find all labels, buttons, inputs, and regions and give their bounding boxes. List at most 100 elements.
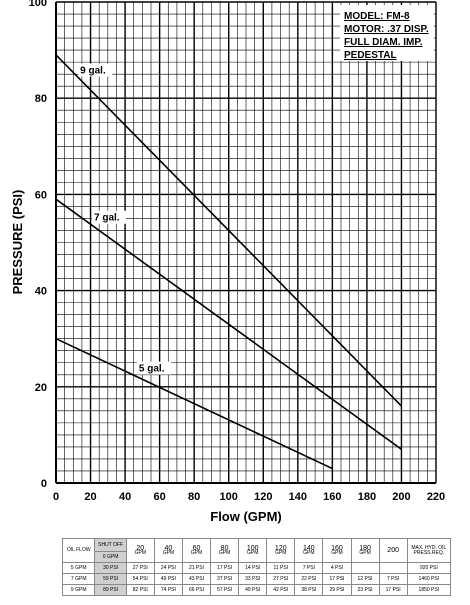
motor-line: MOTOR: .37 DISP. (344, 24, 429, 35)
x-tick-label: 220 (427, 491, 445, 503)
flow-col-header: 140 GPM (294, 538, 324, 563)
chart-grid (55, 1, 437, 484)
shutoff-cell: 89 PSI (94, 584, 127, 596)
flow-col-unit: GPM (359, 549, 371, 556)
table-row: 7 GPM 59 PSI 54 PSI 49 PSI 43 PSI 37 PSI… (61, 573, 452, 585)
series-label: 7 gal. (94, 213, 120, 224)
chart-series: 9 gal. 7 gal. 5 gal. (55, 54, 403, 470)
x-tick-label: 140 (289, 491, 307, 503)
impeller-line: FULL DIAM. IMP. (344, 37, 423, 48)
series-label: 5 gal. (139, 364, 165, 375)
series-line (55, 54, 403, 407)
pressure-cell: 7 PSI (294, 562, 324, 574)
pressure-cell: 27 PSI (125, 562, 155, 574)
flow-col-number: 180 (359, 544, 371, 552)
flow-col-number: 120 (274, 544, 287, 552)
flow-col-header: 40 GPM (153, 538, 183, 563)
pressure-cell: 17 PSI (378, 584, 408, 596)
model-info-box: MODEL: FM-8 MOTOR: .37 DISP. FULL DIAM. … (340, 5, 434, 61)
oil-flow-header: OIL FLOW (61, 538, 96, 563)
flow-col-unit: GPM (134, 549, 146, 556)
max-press-cell: 1460 PSI (406, 573, 452, 585)
x-tick-label: 60 (154, 491, 166, 503)
table-row: 9 GPM 89 PSI 82 PSI 74 PSI 66 PSI 57 PSI… (61, 584, 452, 596)
flow-col-number: 20 (136, 544, 145, 552)
flow-col-header: 80 GPM (210, 538, 240, 563)
y-tick-label: 20 (35, 382, 47, 394)
pressure-cell: 17 PSI (210, 562, 240, 574)
flow-col-number: 200 (387, 547, 399, 554)
series-label: 9 gal. (80, 65, 106, 76)
max-press-cell: 1850 PSI (406, 584, 452, 596)
y-axis-title: PRESSURE (PSI) (10, 190, 25, 295)
shutoff-cell: 30 PSI (94, 562, 127, 574)
mount-line: PEDESTAL (344, 50, 397, 61)
model-line: MODEL: FM-8 (344, 11, 410, 22)
flow-col-number: 160 (331, 544, 343, 552)
x-tick-label: 20 (84, 491, 96, 503)
flow-col-header: 180 GPM (350, 538, 380, 563)
x-tick-label: 0 (53, 491, 59, 503)
flow-col-number: 60 (192, 544, 201, 552)
shutoff-subheader: 0 GPM (94, 551, 127, 563)
y-tick-label: 0 (41, 478, 47, 490)
flow-col-header: 100 GPM (238, 538, 268, 563)
pressure-cell: 14 PSI (238, 562, 268, 574)
pressure-cell: 66 PSI (181, 584, 212, 596)
pressure-cell (378, 562, 408, 574)
flow-col-header: 20 GPM (125, 538, 155, 563)
flow-col-unit: GPM (275, 549, 287, 556)
series-line (55, 198, 402, 450)
flow-col-header: 120 GPM (266, 538, 296, 563)
y-tick-label: 100 (29, 0, 47, 9)
flow-col-header: 60 GPM (181, 538, 212, 563)
oil-flow-cell: 9 GPM (61, 584, 96, 596)
flow-col-unit: GPM (303, 549, 315, 556)
x-tick-label: 200 (392, 491, 410, 503)
x-tick-label: 180 (358, 491, 376, 503)
flow-col-header: 200 (378, 538, 408, 563)
performance-table: OIL FLOW SHUT OFF 20 GPM 40 GPM 60 GPM 80 GP… (61, 538, 452, 596)
pressure-cell: 22 PSI (294, 573, 324, 585)
pressure-cell: 74 PSI (153, 584, 183, 596)
shutoff-cell: 59 PSI (94, 573, 127, 585)
series-label-bg (78, 63, 113, 77)
max-press-header: MAX. HYD. OIL PRESS.REQ. (406, 538, 452, 563)
shutoff-header: SHUT OFF (94, 538, 127, 552)
x-tick-label: 40 (119, 491, 131, 503)
flow-col-number: 100 (246, 544, 259, 552)
pressure-cell: 24 PSI (153, 562, 183, 574)
pressure-cell: 29 PSI (322, 584, 352, 596)
flow-col-unit: GPM (331, 549, 343, 556)
y-tick-label: 80 (35, 93, 47, 105)
flow-col-number: 80 (220, 544, 229, 552)
y-tick-label: 60 (35, 189, 47, 201)
chart-ticks: 0 20 40 60 80 100 120 140 160 180 200 220 0 20 40 60 80 1… (29, 0, 446, 503)
pressure-cell: 27 PSI (266, 573, 296, 585)
flow-col-number: 40 (164, 544, 173, 552)
oil-flow-cell: 7 GPM (61, 573, 96, 585)
pump-curve-chart: 9 gal. 7 gal. 5 gal. 0 20 40 60 80 100 120 140 160… (10, 0, 446, 524)
x-tick-label: 120 (254, 491, 272, 503)
x-tick-label: 100 (220, 491, 238, 503)
pressure-cell: 38 PSI (294, 584, 324, 596)
x-tick-label: 80 (188, 491, 200, 503)
series-label-bg (136, 361, 171, 375)
pressure-cell: 11 PSI (266, 562, 296, 574)
oil-flow-cell: 5 GPM (61, 562, 96, 574)
flow-col-unit: GPM (218, 549, 231, 556)
table-row: 5 GPM 30 PSI 27 PSI 24 PSI 21 PSI 17 PSI… (61, 562, 452, 574)
pressure-cell: 49 PSI (153, 573, 183, 585)
pressure-cell: 33 PSI (238, 573, 268, 585)
pressure-cell: 17 PSI (322, 573, 352, 585)
series-label-bg (92, 210, 126, 224)
pressure-cell: 43 PSI (181, 573, 212, 585)
x-tick-label: 160 (323, 491, 341, 503)
pressure-cell: 57 PSI (210, 584, 240, 596)
pressure-cell: 12 PSI (350, 573, 380, 585)
flow-col-unit: GPM (190, 549, 203, 556)
flow-col-unit: GPM (162, 549, 175, 556)
x-axis-title: Flow (GPM) (210, 509, 282, 524)
pressure-cell: 54 PSI (125, 573, 155, 585)
pressure-cell: 82 PSI (125, 584, 155, 596)
